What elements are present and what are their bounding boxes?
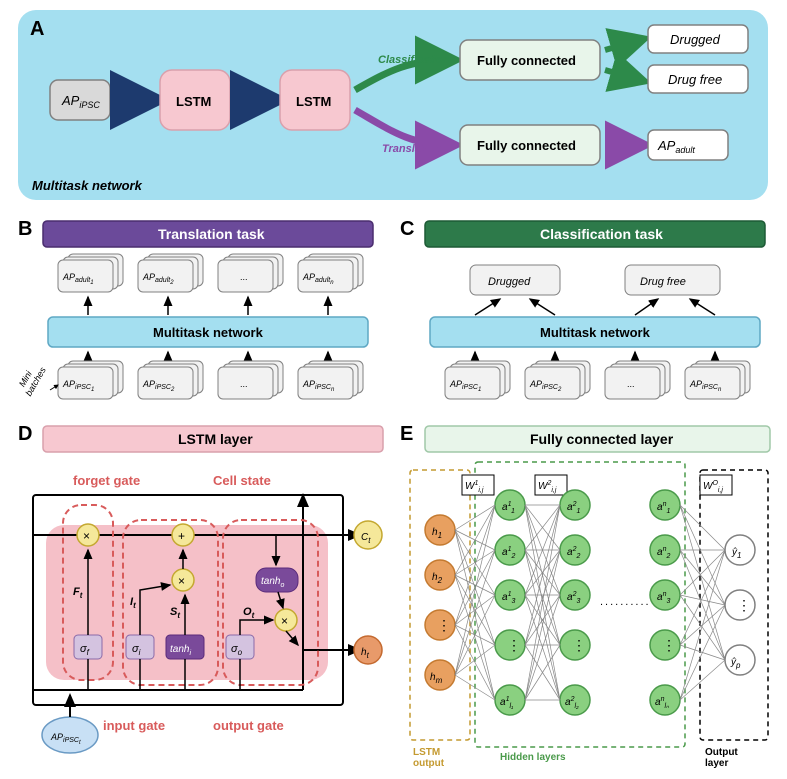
svg-text:LSTM: LSTM [176, 94, 211, 109]
panel-a-caption: Multitask network [32, 178, 143, 193]
svg-text:Multitask network: Multitask network [153, 325, 264, 340]
panel-b: B Translation task APadult1 APadult2 ... [17, 218, 373, 399]
svg-text:...: ... [240, 272, 248, 282]
svg-text:⋮: ⋮ [507, 637, 521, 653]
svg-text:Cell state: Cell state [213, 473, 271, 488]
svg-text:LSTM layer: LSTM layer [178, 431, 253, 447]
svg-text:⋮: ⋮ [662, 637, 676, 653]
svg-text:Fully connected layer: Fully connected layer [530, 431, 674, 447]
svg-text:output gate: output gate [213, 718, 284, 733]
panel-d: D LSTM layer forget gate Cell state inpu… [18, 423, 383, 753]
panel-a-label: A [30, 18, 44, 40]
svg-text:Hidden layers: Hidden layers [500, 752, 566, 763]
svg-text:output: output [413, 758, 445, 769]
svg-text:⋮: ⋮ [572, 637, 586, 653]
svg-text:D: D [18, 423, 32, 445]
svg-text:⋮: ⋮ [437, 617, 451, 633]
lstm-output-nodes: h1 h2 ⋮ hm [425, 515, 455, 690]
svg-text:Output: Output [705, 747, 738, 758]
svg-text:×: × [83, 529, 90, 543]
svg-text:...: ... [627, 379, 635, 389]
svg-text:forget gate: forget gate [73, 473, 140, 488]
svg-text:Multitask network: Multitask network [540, 325, 651, 340]
svg-text:⋮: ⋮ [737, 597, 751, 613]
svg-text:E: E [400, 423, 413, 445]
svg-text:layer: layer [705, 758, 728, 769]
panel-e: E Fully connected layer LSTM output Hidd… [400, 423, 770, 769]
svg-text:Drug free: Drug free [640, 276, 686, 288]
svg-text:+: + [178, 529, 185, 543]
panel-c: C Classification task Drugged Drug free … [400, 218, 765, 399]
hidden-layer-2: a21 a22 a23 ⋮ a2l₂ [560, 490, 590, 715]
output-layer-nodes: ŷ1 ⋮ ŷp [725, 535, 755, 675]
svg-text:Drugged: Drugged [488, 276, 531, 288]
svg-text:LSTM: LSTM [296, 94, 331, 109]
svg-text:Translation: Translation [382, 143, 441, 155]
svg-text:Classification task: Classification task [540, 226, 663, 242]
svg-text:...: ... [240, 379, 248, 389]
svg-text:Fully connected: Fully connected [477, 138, 576, 153]
panel-b-outputs: APadult1 APadult2 ... APadultn [58, 254, 363, 315]
svg-text:×: × [178, 574, 185, 588]
figure-root: A Multitask network APiPSC LSTM LSTM Cla… [0, 0, 787, 779]
hidden-layer-n: an1 an2 an3 ⋮ anlₙ [650, 490, 680, 715]
svg-text:Drugged: Drugged [670, 32, 721, 47]
svg-text:Classification: Classification [378, 54, 450, 66]
svg-text:Fully connected: Fully connected [477, 53, 576, 68]
svg-text:..........: .......... [600, 596, 651, 608]
svg-text:C: C [400, 218, 414, 240]
svg-text:LSTM: LSTM [413, 747, 440, 758]
svg-text:×: × [281, 614, 288, 628]
hidden-layer-1: a11 a12 a13 ⋮ a1l₁ [495, 490, 525, 715]
svg-text:Translation task: Translation task [158, 226, 265, 242]
panel-a: A Multitask network APiPSC LSTM LSTM Cla… [18, 10, 768, 200]
svg-text:B: B [18, 218, 32, 240]
svg-text:Drug free: Drug free [668, 72, 722, 87]
panel-a-input: APiPSC [50, 80, 110, 120]
svg-text:input gate: input gate [103, 718, 165, 733]
panel-b-inputs: APiPSC1 APiPSC2 ... APiPSCn [58, 352, 363, 399]
